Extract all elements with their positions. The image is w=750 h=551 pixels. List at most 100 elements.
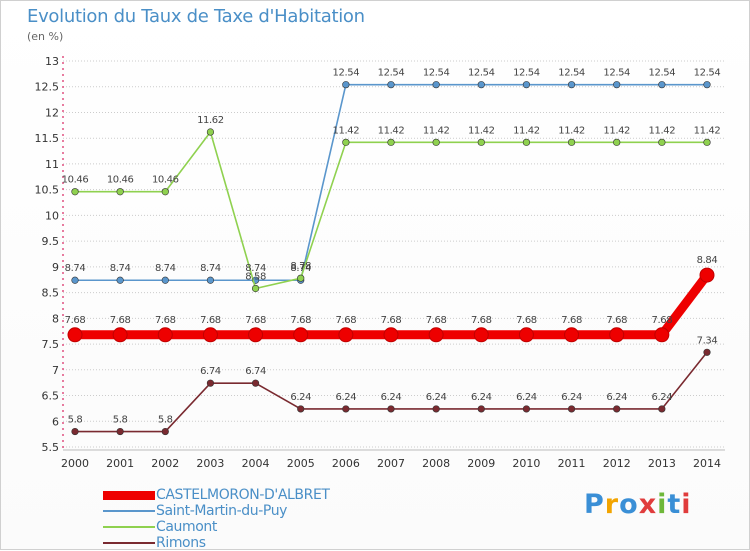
data-label: 6.24 bbox=[471, 392, 492, 403]
data-label: 11.42 bbox=[333, 125, 360, 136]
data-label: 7.68 bbox=[65, 315, 86, 326]
x-tick-label: 2000 bbox=[61, 457, 89, 470]
data-label: 12.54 bbox=[649, 68, 676, 79]
data-label: 8.58 bbox=[245, 271, 266, 282]
data-point bbox=[477, 81, 485, 89]
data-label: 6.24 bbox=[336, 392, 357, 403]
x-tick-label: 2004 bbox=[242, 457, 270, 470]
data-point bbox=[251, 284, 260, 293]
series-line-0 bbox=[70, 270, 712, 340]
data-point bbox=[161, 427, 169, 436]
data-point bbox=[338, 327, 354, 343]
data-point bbox=[342, 81, 350, 89]
data-labels: 7.68 7.68 7.68 7.68 7.68 7.68 7.68 7.68 7.68 7.68… bbox=[62, 68, 721, 426]
data-point bbox=[613, 138, 621, 146]
y-tick-label: 8 bbox=[52, 312, 59, 325]
data-label: 6.74 bbox=[200, 366, 221, 377]
data-label: 8.74 bbox=[245, 263, 266, 274]
data-point bbox=[251, 379, 260, 387]
data-point bbox=[112, 327, 128, 343]
chart-title: Evolution du Taux de Taxe d'Habitation bbox=[27, 6, 365, 27]
data-label: 12.54 bbox=[378, 68, 405, 79]
x-tick-label: 2005 bbox=[287, 457, 315, 470]
data-point bbox=[428, 327, 444, 343]
data-label: 11.42 bbox=[423, 125, 450, 136]
data-point bbox=[658, 81, 666, 89]
x-tick-label: 2001 bbox=[106, 457, 134, 470]
data-label: 11.42 bbox=[513, 125, 540, 136]
legend-label: CASTELMORON-D'ALBRET bbox=[156, 487, 330, 503]
data-label: 7.68 bbox=[426, 315, 447, 326]
data-point bbox=[116, 188, 124, 196]
data-point bbox=[293, 327, 309, 343]
data-label: 12.54 bbox=[603, 68, 630, 79]
legend-label: Saint-Martin-du-Puy bbox=[156, 503, 288, 519]
data-point bbox=[387, 81, 395, 89]
data-point bbox=[432, 138, 440, 146]
x-tick-label: 2014 bbox=[693, 457, 721, 470]
data-label: 12.54 bbox=[333, 68, 360, 79]
data-label: 6.24 bbox=[426, 392, 447, 403]
data-point bbox=[703, 348, 711, 356]
x-tick-label: 2006 bbox=[332, 457, 360, 470]
x-tick-label: 2002 bbox=[151, 457, 179, 470]
y-tick-label: 6.5 bbox=[42, 390, 60, 403]
data-point bbox=[342, 138, 350, 146]
data-point bbox=[654, 327, 670, 343]
data-point bbox=[703, 81, 711, 89]
y-tick-label: 10 bbox=[45, 209, 59, 222]
data-label: 7.34 bbox=[697, 335, 718, 346]
data-point bbox=[297, 405, 305, 413]
data-point bbox=[161, 188, 169, 196]
x-tick-label: 2008 bbox=[422, 457, 450, 470]
data-label: 10.46 bbox=[62, 175, 89, 186]
grid-lines bbox=[63, 60, 725, 448]
data-point bbox=[71, 276, 79, 284]
data-point bbox=[477, 138, 485, 146]
legend-label: Rimons bbox=[156, 535, 206, 551]
data-label: 11.42 bbox=[694, 125, 721, 136]
data-label: 7.68 bbox=[516, 315, 537, 326]
y-tick-label: 11 bbox=[45, 158, 59, 171]
data-label: 11.62 bbox=[197, 115, 224, 126]
data-label: 5.8 bbox=[113, 415, 128, 426]
data-point bbox=[613, 81, 621, 89]
data-label: 8.74 bbox=[65, 263, 86, 274]
data-point bbox=[658, 138, 666, 146]
legend-swatch bbox=[103, 510, 155, 512]
data-point bbox=[658, 405, 666, 413]
x-tick-label: 2013 bbox=[648, 457, 676, 470]
data-label: 7.68 bbox=[606, 315, 627, 326]
data-label: 7.68 bbox=[110, 315, 131, 326]
data-point bbox=[567, 81, 576, 89]
data-label: 8.74 bbox=[290, 263, 311, 274]
data-label: 7.68 bbox=[561, 315, 582, 326]
data-label: 8.74 bbox=[110, 263, 131, 274]
data-label: 11.42 bbox=[378, 125, 405, 136]
data-point bbox=[387, 405, 395, 413]
data-point bbox=[703, 138, 711, 146]
data-point bbox=[432, 405, 440, 413]
data-label: 7.68 bbox=[245, 315, 266, 326]
data-point bbox=[522, 138, 531, 146]
y-tick-label: 9 bbox=[52, 261, 59, 274]
data-label: 7.68 bbox=[200, 315, 221, 326]
data-label: 6.24 bbox=[381, 392, 402, 403]
data-label: 6.24 bbox=[652, 392, 673, 403]
y-tick-label: 7.5 bbox=[42, 338, 60, 351]
y-tick-label: 11.5 bbox=[35, 132, 60, 145]
data-label: 6.24 bbox=[561, 392, 582, 403]
data-label: 11.42 bbox=[558, 125, 585, 136]
data-label: 12.54 bbox=[468, 68, 495, 79]
data-point bbox=[342, 405, 350, 413]
data-point bbox=[432, 81, 440, 89]
x-tick-label: 2010 bbox=[512, 457, 540, 470]
x-tick-label: 2012 bbox=[603, 457, 631, 470]
data-label: 8.74 bbox=[155, 263, 176, 274]
data-label: 6.24 bbox=[290, 392, 311, 403]
data-label: 8.78 bbox=[290, 261, 311, 272]
data-point bbox=[522, 405, 531, 413]
proxiti-logo: Proxiti bbox=[584, 489, 692, 520]
data-point bbox=[383, 327, 399, 343]
